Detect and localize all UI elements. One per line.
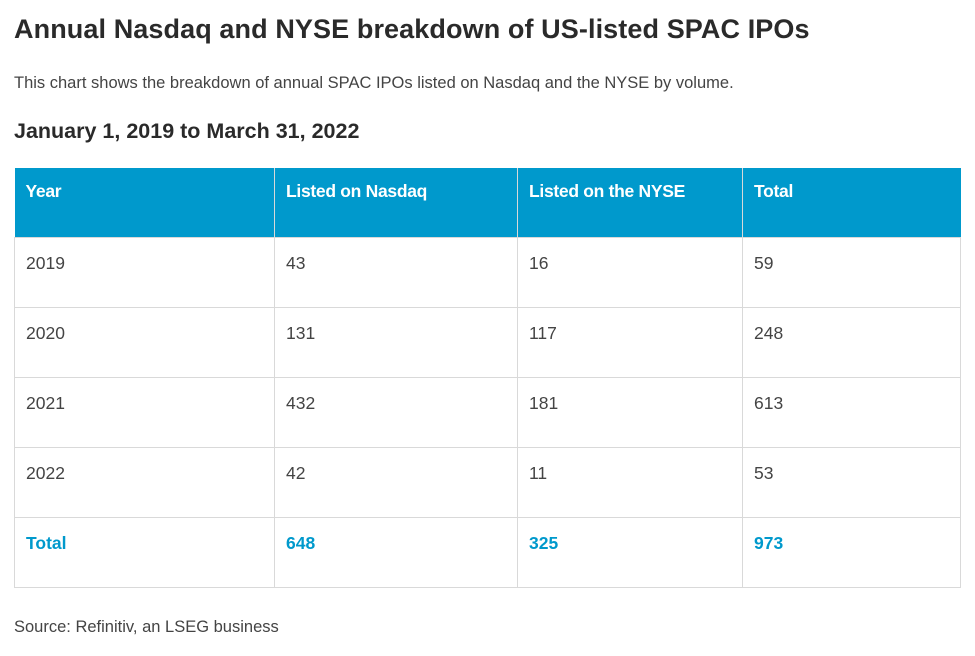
cell-nyse: 16 (517, 236, 743, 308)
total-label: Total (14, 516, 275, 588)
total-all: 973 (742, 516, 961, 588)
cell-nasdaq: 42 (274, 446, 518, 518)
chart-subtitle: This chart shows the breakdown of annual… (14, 74, 734, 92)
total-nyse: 325 (517, 516, 743, 588)
table-header-row: Year Listed on Nasdaq Listed on the NYSE… (14, 168, 961, 238)
cell-nyse: 11 (517, 446, 743, 518)
cell-total: 613 (742, 376, 961, 448)
cell-nasdaq: 432 (274, 376, 518, 448)
header-year: Year (14, 168, 275, 238)
cell-year: 2019 (14, 236, 275, 308)
cell-year: 2021 (14, 376, 275, 448)
cell-nasdaq: 131 (274, 306, 518, 378)
table-row: 2019 43 16 59 (14, 236, 961, 308)
cell-nyse: 117 (517, 306, 743, 378)
total-nasdaq: 648 (274, 516, 518, 588)
header-nasdaq: Listed on Nasdaq (274, 168, 518, 238)
cell-nasdaq: 43 (274, 236, 518, 308)
cell-total: 53 (742, 446, 961, 518)
cell-total: 59 (742, 236, 961, 308)
cell-year: 2020 (14, 306, 275, 378)
table-row: 2021 432 181 613 (14, 376, 961, 448)
chart-title: Annual Nasdaq and NYSE breakdown of US-l… (14, 14, 810, 44)
header-nyse: Listed on the NYSE (517, 168, 743, 238)
table-row: 2022 42 11 53 (14, 446, 961, 518)
cell-nyse: 181 (517, 376, 743, 448)
source-note: Source: Refinitiv, an LSEG business (14, 618, 279, 636)
cell-year: 2022 (14, 446, 275, 518)
table-row: 2020 131 117 248 (14, 306, 961, 378)
table-total-row: Total 648 325 973 (14, 516, 961, 588)
date-range-heading: January 1, 2019 to March 31, 2022 (14, 119, 360, 143)
cell-total: 248 (742, 306, 961, 378)
spac-ipo-table: Year Listed on Nasdaq Listed on the NYSE… (14, 168, 961, 588)
header-total: Total (742, 168, 961, 238)
